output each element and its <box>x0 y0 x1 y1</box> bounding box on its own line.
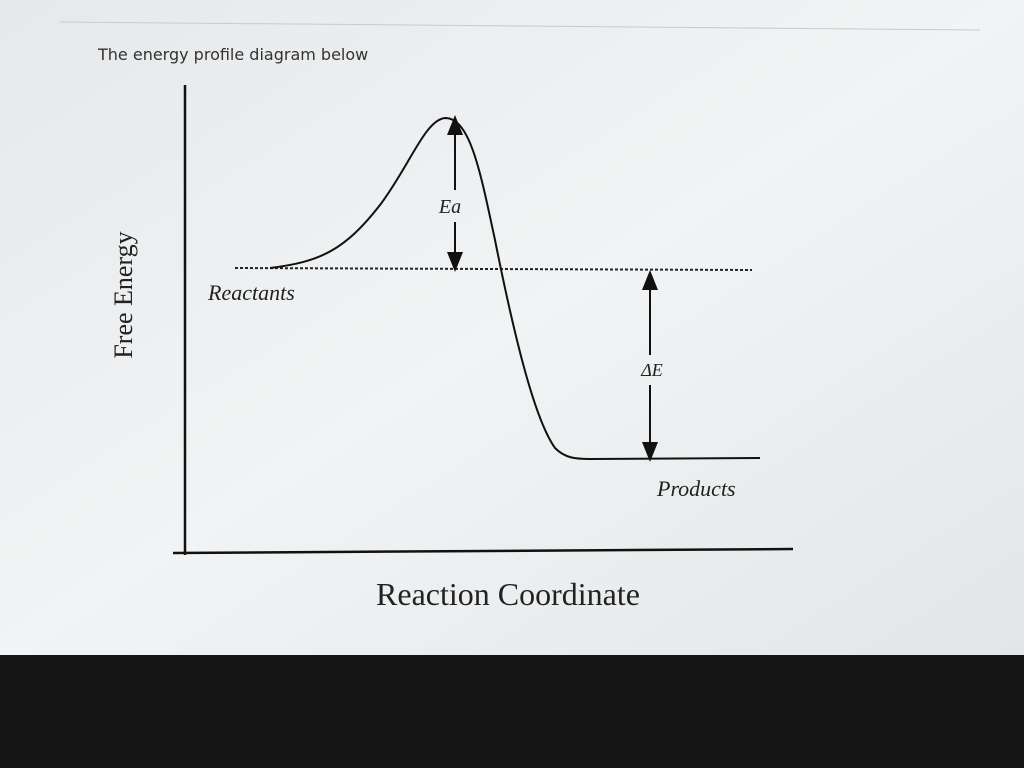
energy-curve <box>269 116 761 461</box>
delta-label: ΔE <box>640 360 663 380</box>
x-axis-label: Reaction Coordinate <box>376 576 640 612</box>
question-text: The energy profile diagram below <box>97 45 368 64</box>
divider <box>59 21 981 31</box>
products-label: Products <box>656 476 736 501</box>
ea-label: Ea <box>438 196 461 218</box>
y-axis-label: Free Energy <box>109 231 138 358</box>
reactant-level <box>234 267 753 271</box>
x-axis <box>172 547 794 555</box>
bezel <box>0 655 1024 768</box>
reactants-label: Reactants <box>207 280 295 305</box>
screen <box>0 0 1024 655</box>
